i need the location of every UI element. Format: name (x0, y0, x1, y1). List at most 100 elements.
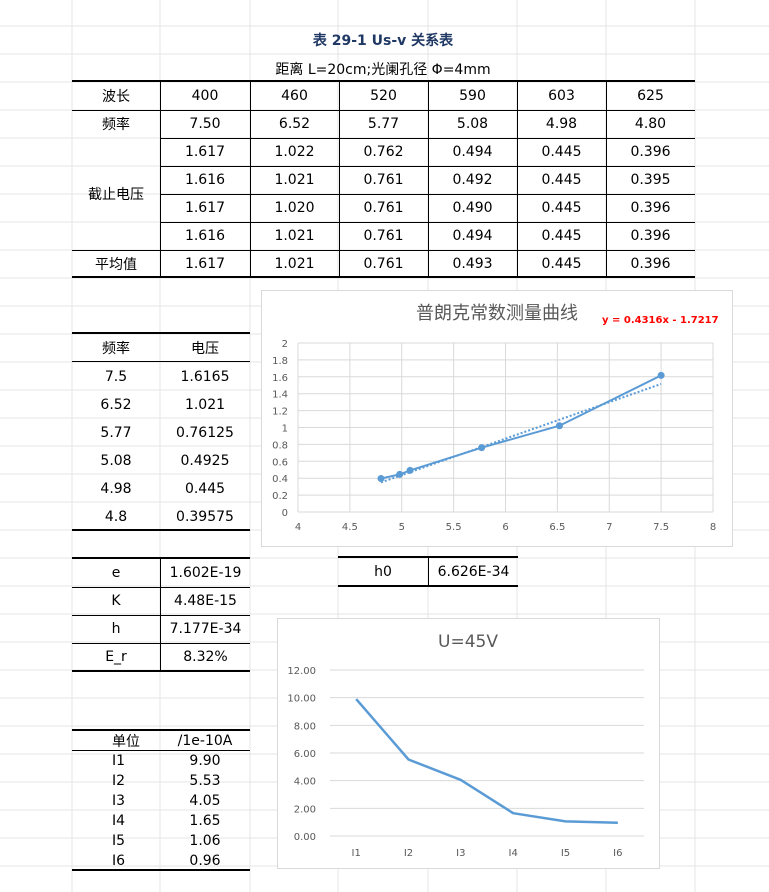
chart1-data-point[interactable] (407, 467, 414, 474)
voltage-cell[interactable]: 1.020 (250, 194, 339, 222)
fv-freq-cell[interactable]: 5.77 (72, 419, 160, 447)
cur-value-cell[interactable]: 4.05 (160, 791, 250, 811)
chart1-title: 普朗克常数测量曲线 (416, 303, 578, 324)
voltage-cell[interactable]: 0.445 (517, 138, 606, 166)
voltage-cell[interactable]: 1.021 (250, 166, 339, 194)
voltage-cell[interactable]: 0.396 (606, 222, 695, 250)
average-cell[interactable]: 1.617 (160, 250, 250, 278)
const-label-cell[interactable]: e (72, 559, 160, 587)
const-value-cell[interactable]: 8.32% (161, 643, 250, 671)
cur-value-cell[interactable]: 0.96 (160, 851, 250, 871)
voltage-cell[interactable]: 1.616 (160, 222, 250, 250)
cur-unit-cell[interactable]: I3 (112, 791, 160, 811)
fv-volt-cell[interactable]: 0.76125 (160, 419, 250, 447)
cur-unit-cell[interactable]: I5 (112, 831, 160, 851)
chart2-y-tick: 8.00 (294, 721, 316, 732)
fv-freq-cell[interactable]: 6.52 (72, 391, 160, 419)
voltage-cell[interactable]: 0.445 (517, 194, 606, 222)
average-cell[interactable]: 0.396 (606, 250, 695, 278)
wavelength-cell[interactable]: 625 (606, 82, 695, 110)
voltage-cell[interactable]: 0.761 (339, 166, 428, 194)
const-value-cell[interactable]: 4.48E-15 (161, 587, 250, 615)
fv-freq-cell[interactable]: 7.5 (72, 363, 160, 391)
voltage-cell[interactable]: 0.494 (428, 138, 517, 166)
average-cell[interactable]: 0.493 (428, 250, 517, 278)
chart2-x-tick: I2 (404, 848, 413, 859)
const-value-cell[interactable]: 7.177E-34 (161, 615, 250, 643)
wavelength-cell[interactable]: 603 (517, 82, 606, 110)
voltage-cell[interactable]: 0.445 (517, 222, 606, 250)
voltage-cell[interactable]: 1.617 (160, 194, 250, 222)
chart2-series-line[interactable] (356, 699, 618, 823)
voltage-cell[interactable]: 0.492 (428, 166, 517, 194)
cur-value-cell[interactable]: 5.53 (160, 771, 250, 791)
voltage-cell[interactable]: 1.022 (250, 138, 339, 166)
chart1-data-point[interactable] (658, 372, 665, 379)
average-cell[interactable]: 1.021 (250, 250, 339, 278)
fv-volt-cell[interactable]: 1.021 (160, 391, 250, 419)
cur-value-cell[interactable]: 1.06 (160, 831, 250, 851)
wavelength-cell[interactable]: 520 (339, 82, 428, 110)
voltage-cell[interactable]: 0.396 (606, 194, 695, 222)
fv-freq-cell[interactable]: 4.8 (72, 503, 160, 531)
cur-unit-cell[interactable]: I1 (112, 751, 160, 771)
chart1-data-point[interactable] (556, 422, 563, 429)
voltage-cell[interactable]: 0.396 (606, 138, 695, 166)
row-label-frequency: 频率 (72, 110, 160, 138)
chart1-y-tick: 1.6 (272, 373, 288, 384)
frequency-cell[interactable]: 5.77 (339, 110, 428, 138)
h0-value[interactable]: 6.626E-34 (429, 558, 518, 586)
chart2-y-tick: 12.00 (287, 666, 316, 677)
row-label-cutoff-voltage: 截止电压 (72, 138, 160, 250)
const-label-cell[interactable]: E_r (72, 643, 160, 671)
fv-freq-cell[interactable]: 4.98 (72, 475, 160, 503)
chart1-y-tick: 1.8 (272, 356, 288, 367)
voltage-cell[interactable]: 0.494 (428, 222, 517, 250)
wavelength-cell[interactable]: 590 (428, 82, 517, 110)
table-title: 表 29-1 Us-v 关系表 (160, 28, 606, 52)
chart2-y-tick: 2.00 (294, 804, 316, 815)
fv-volt-cell[interactable]: 0.39575 (160, 503, 250, 531)
const-value-cell[interactable]: 1.602E-19 (161, 559, 250, 587)
voltage-cell[interactable]: 1.616 (160, 166, 250, 194)
chart1-data-point[interactable] (478, 444, 485, 451)
cur-unit-cell[interactable]: I6 (112, 851, 160, 871)
frequency-cell[interactable]: 6.52 (250, 110, 339, 138)
planck-chart[interactable]: 普朗克常数测量曲线 y = 0.4316x - 1.7217 0 0.2 0.4 0.6 0… (261, 290, 733, 547)
cur-value-cell[interactable]: 9.90 (160, 751, 250, 771)
voltage-cell[interactable]: 1.617 (160, 138, 250, 166)
fv-volt-cell[interactable]: 1.6165 (160, 363, 250, 391)
const-label-cell[interactable]: K (72, 587, 160, 615)
voltage-cell[interactable]: 0.445 (517, 166, 606, 194)
voltage-cell[interactable]: 0.490 (428, 194, 517, 222)
frequency-cell[interactable]: 4.80 (606, 110, 695, 138)
cur-unit-cell[interactable]: I4 (112, 811, 160, 831)
chart1-data-point[interactable] (378, 475, 385, 482)
voltage-cell[interactable]: 1.021 (250, 222, 339, 250)
chart2-y-tick: 6.00 (294, 749, 316, 760)
chart1-data-point[interactable] (396, 471, 403, 478)
average-cell[interactable]: 0.445 (517, 250, 606, 278)
frequency-cell[interactable]: 4.98 (517, 110, 606, 138)
chart1-trendline (381, 384, 661, 482)
voltage-cell[interactable]: 0.395 (606, 166, 695, 194)
wavelength-cell[interactable]: 400 (160, 82, 250, 110)
cur-unit-cell[interactable]: I2 (112, 771, 160, 791)
voltage-cell[interactable]: 0.762 (339, 138, 428, 166)
average-cell[interactable]: 0.761 (339, 250, 428, 278)
h0-label[interactable]: h0 (338, 558, 428, 586)
chart1-x-tick: 4 (295, 522, 301, 533)
current-chart[interactable]: U=45V 0.00 2.00 4.00 6.00 8.00 10.00 12.00 I1 I2 I… (277, 618, 660, 869)
fv-volt-cell[interactable]: 0.445 (160, 475, 250, 503)
fv-freq-cell[interactable]: 5.08 (72, 447, 160, 475)
voltage-cell[interactable]: 0.761 (339, 222, 428, 250)
const-label-cell[interactable]: h (72, 615, 160, 643)
wavelength-cell[interactable]: 460 (250, 82, 339, 110)
cur-head-unit: 单位 (112, 731, 160, 751)
frequency-cell[interactable]: 7.50 (160, 110, 250, 138)
fv-volt-cell[interactable]: 0.4925 (160, 447, 250, 475)
frequency-cell[interactable]: 5.08 (428, 110, 517, 138)
voltage-cell[interactable]: 0.761 (339, 194, 428, 222)
cur-value-cell[interactable]: 1.65 (160, 811, 250, 831)
chart1-x-tick: 6.5 (549, 522, 565, 533)
